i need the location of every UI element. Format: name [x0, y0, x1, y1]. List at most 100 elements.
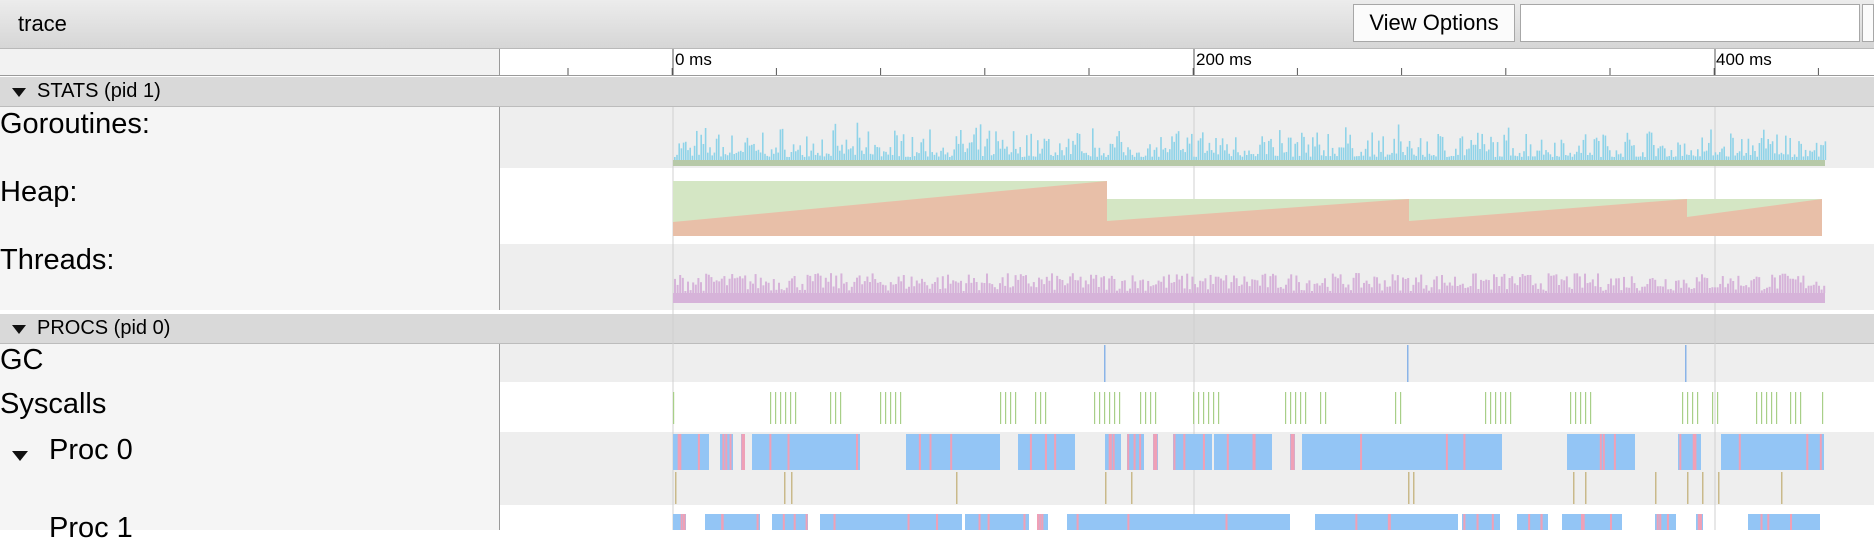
goroutines-bar: [1272, 147, 1274, 160]
proc-0-slice-marker: [1599, 434, 1602, 470]
goroutines-bar: [907, 156, 909, 160]
threads-bar: [676, 284, 679, 293]
threads-bar: [835, 275, 838, 293]
goroutines-bar: [1435, 156, 1437, 160]
threads-bar: [1051, 273, 1053, 293]
threads-bar: [1334, 276, 1337, 293]
threads-bar: [674, 278, 676, 293]
syscall-mark: [1570, 392, 1572, 424]
syscall-mark: [1697, 392, 1699, 424]
search-input[interactable]: [1520, 4, 1860, 42]
threads-bar: [1259, 285, 1261, 293]
goroutines-bar: [1283, 152, 1285, 160]
proc-0-collapse-triangle-icon[interactable]: [12, 451, 28, 461]
goroutines-bar: [768, 156, 771, 160]
collapse-triangle-icon[interactable]: [12, 325, 26, 334]
goroutines-bar: [1173, 141, 1175, 160]
goroutines-bar: [1180, 150, 1182, 160]
goroutines-bar: [1327, 134, 1329, 160]
goroutines-bar: [1584, 134, 1587, 160]
threads-bar: [1719, 283, 1722, 293]
goroutines-bar: [1012, 131, 1015, 160]
goroutines-bar: [1092, 128, 1094, 160]
proc-0-slice-marker: [742, 434, 745, 470]
threads-bar: [1376, 277, 1378, 293]
proc-0-substack: [1131, 472, 1133, 504]
goroutines-bar: [1602, 134, 1604, 160]
goroutines-bar: [863, 153, 865, 160]
proc-0-slice-marker: [725, 434, 728, 470]
syscall-mark: [1045, 392, 1047, 424]
threads-bar: [1105, 289, 1108, 293]
timeline-canvas[interactable]: [0, 0, 1874, 530]
threads-bar: [749, 281, 752, 293]
goroutines-bar: [1323, 150, 1325, 160]
view-options-button[interactable]: View Options: [1353, 4, 1515, 42]
threads-bar: [1477, 288, 1480, 293]
goroutines-bar: [1059, 143, 1061, 160]
threads-bar: [1043, 284, 1046, 293]
goroutines-bar: [1175, 133, 1178, 160]
threads-bar: [757, 288, 760, 293]
goroutines-bar: [858, 137, 861, 160]
goroutines-bar: [1622, 156, 1624, 160]
goroutines-bar: [1367, 140, 1369, 160]
goroutines-bar: [1637, 156, 1640, 160]
goroutines-bar: [748, 145, 751, 160]
goroutines-bar: [784, 149, 786, 160]
threads-bar: [1407, 277, 1410, 293]
goroutines-bar: [1338, 147, 1340, 160]
threads-bar: [1558, 285, 1560, 293]
goroutines-bar: [1664, 148, 1666, 160]
threads-bar: [1365, 280, 1368, 293]
goroutines-bar: [1455, 148, 1457, 160]
threads-bar: [1628, 287, 1631, 293]
goroutines-bar: [977, 149, 980, 160]
syscall-mark: [1795, 392, 1797, 424]
threads-bar: [1389, 286, 1391, 293]
threads-bar: [1677, 280, 1680, 293]
stats-group-header[interactable]: [0, 77, 1874, 107]
goroutines-bar: [1507, 127, 1510, 160]
threads-bar: [827, 281, 830, 293]
syscall-mark: [770, 392, 772, 424]
threads-bar: [936, 277, 939, 293]
threads-bar: [1290, 274, 1293, 293]
threads-bar: [1802, 275, 1805, 293]
proc-0-slice-marker: [1252, 434, 1255, 470]
goroutines-bar: [1818, 156, 1820, 160]
threads-bar: [1654, 279, 1657, 293]
threads-bar: [1087, 284, 1090, 293]
threads-bar: [1526, 274, 1529, 293]
goroutines-bar: [852, 146, 854, 160]
threads-bar: [1110, 275, 1113, 293]
goroutines-bar: [1160, 137, 1162, 160]
goroutines-bar: [1457, 154, 1459, 160]
threads-bar: [1422, 288, 1425, 293]
goroutines-bar: [1404, 155, 1406, 160]
threads-bar: [1610, 278, 1612, 293]
procs-group-header[interactable]: [0, 314, 1874, 344]
threads-bar: [1646, 284, 1649, 293]
threads-bar: [1045, 276, 1048, 293]
threads-bar: [1578, 276, 1581, 293]
goroutines-bar: [1224, 150, 1226, 160]
gc-marker: [1104, 345, 1106, 382]
goroutines-bar: [1679, 144, 1681, 160]
goroutines-bar: [1549, 154, 1552, 160]
threads-bar: [934, 282, 936, 293]
goroutines-bar: [821, 139, 823, 160]
proc-1-slice-marker: [1659, 514, 1662, 530]
goroutines-bar: [982, 156, 984, 160]
proc-1-slice-marker: [1609, 514, 1612, 530]
threads-bar: [1693, 288, 1696, 293]
threads-bar: [1009, 287, 1012, 293]
goroutines-bar: [1226, 144, 1228, 160]
goroutines-bar: [1688, 154, 1690, 160]
proc-0-slice: [752, 434, 860, 470]
proc-0-slice-marker: [1290, 434, 1293, 470]
collapse-triangle-icon[interactable]: [12, 88, 26, 97]
threads-bar: [1446, 285, 1449, 293]
goroutines-bar: [718, 134, 720, 160]
threads-bar: [1399, 290, 1402, 293]
